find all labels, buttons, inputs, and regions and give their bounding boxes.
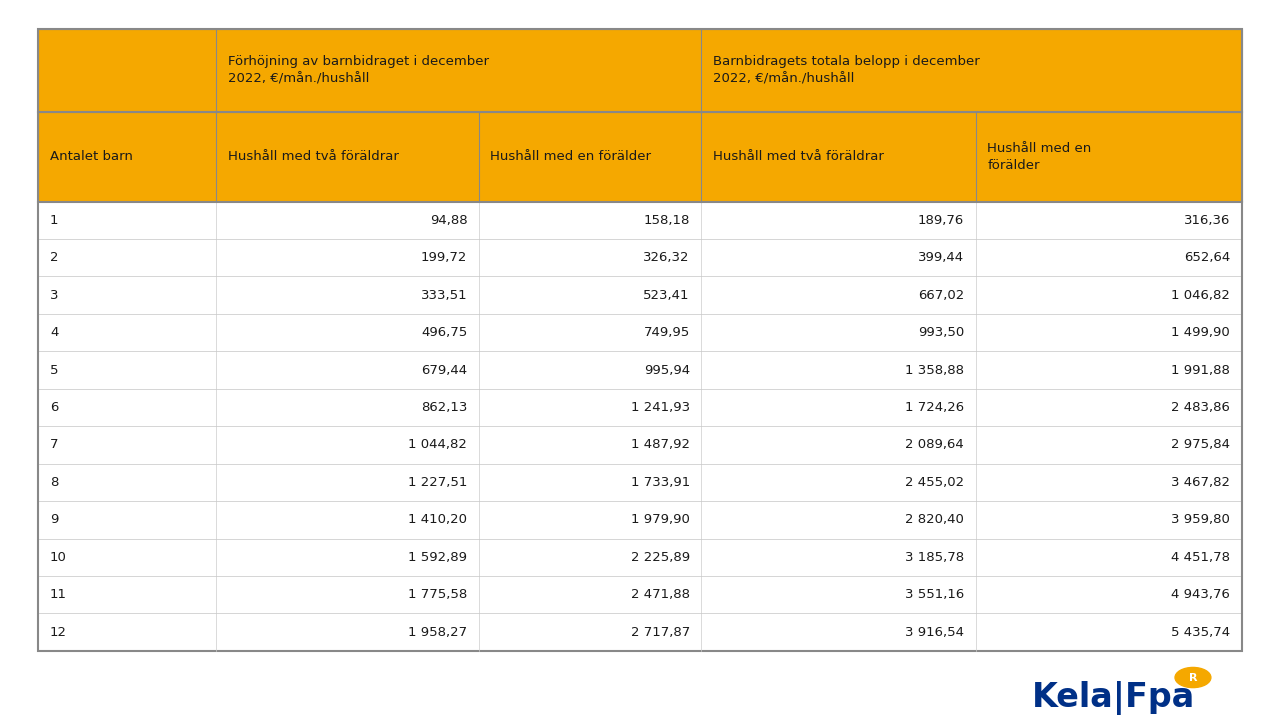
Text: 523,41: 523,41 (644, 289, 690, 302)
Text: 4: 4 (50, 326, 59, 339)
Text: Antalet barn: Antalet barn (50, 150, 133, 163)
Text: 1 241,93: 1 241,93 (631, 401, 690, 414)
Text: 2 820,40: 2 820,40 (905, 513, 964, 526)
Text: 1 487,92: 1 487,92 (631, 438, 690, 451)
Text: 993,50: 993,50 (918, 326, 964, 339)
Text: Kela|Fpa: Kela|Fpa (1032, 680, 1196, 715)
Text: Hushåll med en
förälder: Hushåll med en förälder (987, 142, 1092, 171)
Text: 7: 7 (50, 438, 59, 451)
Text: 333,51: 333,51 (421, 289, 467, 302)
Text: 2 717,87: 2 717,87 (631, 626, 690, 639)
Text: 2 471,88: 2 471,88 (631, 588, 690, 601)
Text: 2 483,86: 2 483,86 (1171, 401, 1230, 414)
Text: 2 455,02: 2 455,02 (905, 476, 964, 489)
Text: 1 358,88: 1 358,88 (905, 364, 964, 377)
Text: 1 044,82: 1 044,82 (408, 438, 467, 451)
Text: 2: 2 (50, 251, 59, 264)
Text: 1 958,27: 1 958,27 (408, 626, 467, 639)
Text: 6: 6 (50, 401, 59, 414)
Text: 1 979,90: 1 979,90 (631, 513, 690, 526)
Text: 862,13: 862,13 (421, 401, 467, 414)
Text: 10: 10 (50, 551, 67, 564)
Text: 3 467,82: 3 467,82 (1171, 476, 1230, 489)
Text: 3 959,80: 3 959,80 (1171, 513, 1230, 526)
Text: 326,32: 326,32 (644, 251, 690, 264)
Text: Barnbidragets totala belopp i december
2022, €/mån./hushåll: Barnbidragets totala belopp i december 2… (713, 55, 979, 85)
Text: 158,18: 158,18 (644, 214, 690, 227)
Text: 1 046,82: 1 046,82 (1171, 289, 1230, 302)
Text: Förhöjning av barnbidraget i december
2022, €/mån./hushåll: Förhöjning av barnbidraget i december 20… (228, 55, 489, 85)
Text: 4 451,78: 4 451,78 (1171, 551, 1230, 564)
Text: 496,75: 496,75 (421, 326, 467, 339)
Text: 8: 8 (50, 476, 59, 489)
Text: 199,72: 199,72 (421, 251, 467, 264)
Text: 189,76: 189,76 (918, 214, 964, 227)
Text: Hushåll med en förälder: Hushåll med en förälder (490, 150, 652, 163)
Text: 1 499,90: 1 499,90 (1171, 326, 1230, 339)
Text: Hushåll med två föräldrar: Hushåll med två föräldrar (713, 150, 883, 163)
Text: 5 435,74: 5 435,74 (1171, 626, 1230, 639)
Text: 667,02: 667,02 (918, 289, 964, 302)
Text: 2 225,89: 2 225,89 (631, 551, 690, 564)
Text: 11: 11 (50, 588, 67, 601)
Text: 1 775,58: 1 775,58 (408, 588, 467, 601)
Text: 3 185,78: 3 185,78 (905, 551, 964, 564)
Text: 316,36: 316,36 (1184, 214, 1230, 227)
Text: 1 410,20: 1 410,20 (408, 513, 467, 526)
Text: 1 592,89: 1 592,89 (408, 551, 467, 564)
Text: 2 089,64: 2 089,64 (905, 438, 964, 451)
Text: 9: 9 (50, 513, 59, 526)
Text: 1: 1 (50, 214, 59, 227)
Text: Hushåll med två föräldrar: Hushåll med två föräldrar (228, 150, 399, 163)
Text: 5: 5 (50, 364, 59, 377)
Text: 1 991,88: 1 991,88 (1171, 364, 1230, 377)
Text: 399,44: 399,44 (918, 251, 964, 264)
Text: 1 724,26: 1 724,26 (905, 401, 964, 414)
Text: 1 227,51: 1 227,51 (408, 476, 467, 489)
Text: R: R (1189, 672, 1197, 683)
Text: 4 943,76: 4 943,76 (1171, 588, 1230, 601)
Text: 749,95: 749,95 (644, 326, 690, 339)
Text: 12: 12 (50, 626, 67, 639)
Text: 995,94: 995,94 (644, 364, 690, 377)
Text: 1 733,91: 1 733,91 (631, 476, 690, 489)
Text: 3 551,16: 3 551,16 (905, 588, 964, 601)
Text: 679,44: 679,44 (421, 364, 467, 377)
Text: 2 975,84: 2 975,84 (1171, 438, 1230, 451)
Text: 3: 3 (50, 289, 59, 302)
Text: 3 916,54: 3 916,54 (905, 626, 964, 639)
Text: 94,88: 94,88 (430, 214, 467, 227)
Text: 652,64: 652,64 (1184, 251, 1230, 264)
